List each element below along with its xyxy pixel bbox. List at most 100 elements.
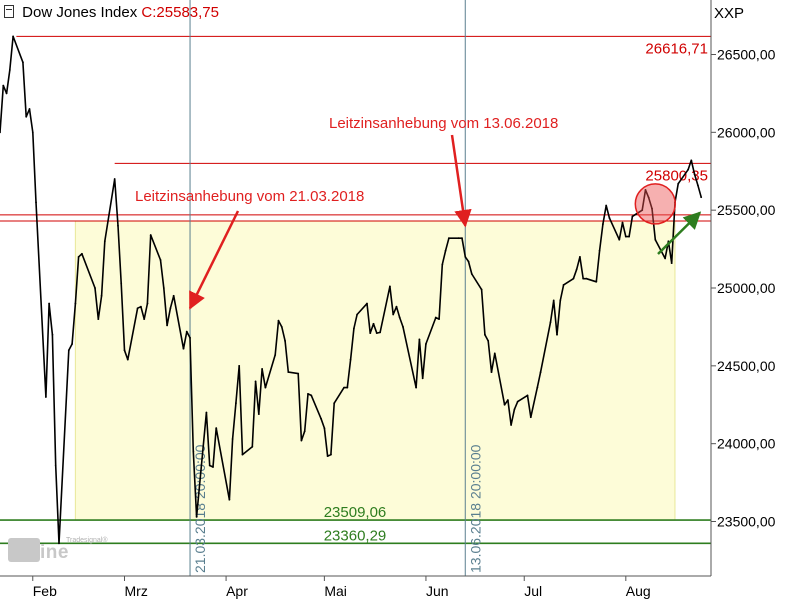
price-point [192,450,195,453]
price-point [77,255,80,258]
price-point [392,313,395,316]
price-point [25,115,28,118]
price-point [28,108,31,110]
price-point [123,349,126,352]
price-point [51,333,54,336]
price-point [369,332,372,335]
price-point [261,368,264,370]
price-point [562,283,565,286]
chart-header: Dow Jones Index C:25583,75 [4,4,219,21]
price-point [126,358,129,361]
price-point [624,235,627,238]
price-point [146,302,149,305]
price-point [169,307,172,310]
price-point [31,131,34,134]
watermark-badge [8,538,40,562]
price-point [487,340,490,342]
price-point [687,168,689,171]
y-tick-label: 24500,00 [717,358,776,374]
price-point [503,403,506,406]
highlight-circle [634,183,677,225]
x-tick-label: Mrz [125,583,148,599]
price-point [94,287,96,289]
price-point [5,92,8,95]
price-point [425,343,427,345]
y-tick-label: 25000,00 [717,280,776,296]
x-tick-labels: Feb Mrz Apr Mai Jun Jul Aug [32,576,651,599]
price-point [559,299,562,302]
price-point [670,262,673,264]
horizontal-levels: 26616,71 25800,35 23509,06 23360,29 [0,35,711,544]
price-point [582,277,585,280]
price-point [506,399,509,401]
price-point [241,453,244,456]
price-point [74,302,77,305]
price-point [120,282,123,285]
price-point [162,287,165,289]
price-point [297,372,300,375]
event-line-label: 21.03.2018 20:00:00 [192,444,208,573]
price-point [251,445,254,448]
level-label: 23509,06 [324,504,387,521]
price-point [330,453,332,456]
price-point [228,498,231,501]
price-point [434,316,437,319]
price-point [149,234,152,236]
price-point [575,268,578,271]
price-point [395,305,398,308]
price-point [136,307,139,310]
online-watermark: Tradesignal® online [8,536,108,563]
price-point [490,371,493,373]
price-point [398,316,401,319]
price-point [549,321,552,324]
price-point [22,61,24,64]
price-point [601,223,604,226]
price-point [117,224,119,227]
event-vertical-lines: 21.03.2018 20:00:00 13.06.2018 20:00:00 [189,0,483,576]
price-point [379,331,381,334]
price-point [647,196,650,199]
annotation-arrow-march [188,210,240,310]
y-tick-label: 26500,00 [717,46,776,62]
price-point [457,237,460,240]
price-point [628,235,630,238]
price-point [100,294,103,297]
price-point [605,204,608,207]
price-point [480,288,483,291]
price-point [215,427,218,430]
price-point [441,263,444,266]
price-point [618,238,621,241]
price-point [185,330,188,333]
price-point [389,285,391,288]
price-point [366,302,368,305]
y-tick-label: 26000,00 [717,124,776,140]
price-point [238,364,241,367]
green-arrow [657,211,702,255]
watermark-brand: Tradesignal® [66,536,108,544]
price-point [572,277,575,280]
price-point [352,327,355,330]
price-point [189,336,191,339]
price-point [48,302,51,305]
range-band [74,220,676,521]
price-point [284,340,286,342]
price-point [0,131,1,134]
annotations: Leitzinsanhebung vom 21.03.2018 Leitzinsa… [135,115,702,310]
price-point [421,377,424,380]
price-point [2,84,5,87]
price-point [166,324,169,327]
price-point [608,217,611,219]
x-tick-label: Aug [626,583,651,599]
price-point [644,189,647,191]
price-point [208,464,211,467]
price-point [585,277,588,280]
annotation-arrow-june [450,134,472,228]
annotation-label-june: Leitzinsanhebung vom 13.06.2018 [329,115,558,132]
price-point [205,411,208,414]
price-series [0,35,703,545]
price-point [356,313,359,316]
price-point [418,338,421,341]
price-point [513,408,516,411]
price-point [621,221,624,224]
price-point [438,318,440,321]
